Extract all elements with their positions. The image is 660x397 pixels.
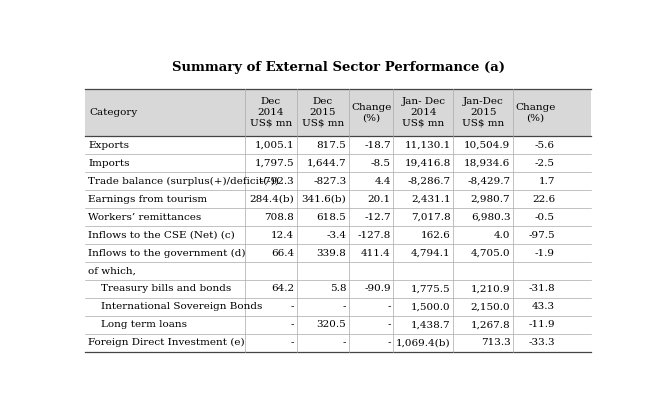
Text: -: - (343, 303, 346, 311)
Bar (85, 226, 591, 244)
Bar (85, 244, 591, 262)
Text: 5.8: 5.8 (330, 284, 346, 293)
Text: Jan-Dec
2015
US$ mn: Jan-Dec 2015 US$ mn (462, 97, 504, 128)
Text: -1.9: -1.9 (535, 249, 555, 258)
Text: 817.5: 817.5 (317, 141, 347, 150)
Text: -: - (387, 338, 391, 347)
Text: 618.5: 618.5 (317, 213, 347, 222)
Text: -792.3: -792.3 (255, 177, 294, 186)
Text: 20.1: 20.1 (368, 195, 391, 204)
Text: 4,794.1: 4,794.1 (411, 249, 451, 258)
Text: -90.9: -90.9 (364, 284, 391, 293)
Text: 341.6(b): 341.6(b) (302, 195, 346, 204)
Text: -: - (387, 320, 391, 330)
Text: Imports: Imports (88, 159, 129, 168)
Text: Treasury bills and bonds: Treasury bills and bonds (88, 284, 232, 293)
Text: 713.3: 713.3 (480, 338, 510, 347)
Text: 7,017.8: 7,017.8 (411, 213, 451, 222)
Text: 10,504.9: 10,504.9 (464, 141, 510, 150)
Text: 1,069.4(b): 1,069.4(b) (396, 338, 451, 347)
Text: 708.8: 708.8 (265, 213, 294, 222)
Text: Long term loans: Long term loans (88, 320, 187, 330)
Text: -33.3: -33.3 (529, 338, 555, 347)
Text: -8,429.7: -8,429.7 (467, 177, 510, 186)
Text: -127.8: -127.8 (358, 231, 391, 239)
Text: 64.2: 64.2 (271, 284, 294, 293)
Text: 1.7: 1.7 (539, 177, 555, 186)
Text: 18,934.6: 18,934.6 (464, 159, 510, 168)
Bar (85, 334, 591, 352)
Text: Exports: Exports (88, 141, 129, 150)
Text: -8.5: -8.5 (371, 159, 391, 168)
Text: -: - (343, 338, 346, 347)
Text: 2,980.7: 2,980.7 (471, 195, 510, 204)
Text: 4,705.0: 4,705.0 (471, 249, 510, 258)
Text: -3.4: -3.4 (326, 231, 347, 239)
Text: 12.4: 12.4 (271, 231, 294, 239)
Text: 284.4(b): 284.4(b) (249, 195, 294, 204)
Text: -5.6: -5.6 (535, 141, 555, 150)
Text: -0.5: -0.5 (535, 213, 555, 222)
Text: -11.9: -11.9 (529, 320, 555, 330)
Text: -2.5: -2.5 (535, 159, 555, 168)
Text: Earnings from tourism: Earnings from tourism (88, 195, 207, 204)
Text: Dec
2015
US$ mn: Dec 2015 US$ mn (302, 97, 344, 128)
Text: Category: Category (89, 108, 137, 117)
Text: -12.7: -12.7 (364, 213, 391, 222)
Text: 1,775.5: 1,775.5 (411, 284, 451, 293)
Text: Workers’ remittances: Workers’ remittances (88, 213, 201, 222)
Text: -18.7: -18.7 (364, 141, 391, 150)
Text: 2,431.1: 2,431.1 (411, 195, 451, 204)
Text: 22.6: 22.6 (532, 195, 555, 204)
Text: 1,438.7: 1,438.7 (411, 320, 451, 330)
Text: 1,210.9: 1,210.9 (471, 284, 510, 293)
Text: of which,: of which, (88, 266, 136, 276)
Text: Jan- Dec
2014
US$ mn: Jan- Dec 2014 US$ mn (401, 97, 446, 128)
Text: Change
(%): Change (%) (515, 103, 556, 122)
Text: -: - (290, 338, 294, 347)
Text: 6,980.3: 6,980.3 (471, 213, 510, 222)
Bar (85, 190, 591, 208)
Text: -: - (290, 320, 294, 330)
Text: 320.5: 320.5 (317, 320, 347, 330)
Text: 411.4: 411.4 (361, 249, 391, 258)
Text: -97.5: -97.5 (529, 231, 555, 239)
Text: 1,005.1: 1,005.1 (255, 141, 294, 150)
Text: Trade balance (surplus(+)/deficit(-)): Trade balance (surplus(+)/deficit(-)) (88, 177, 279, 186)
Bar (85, 262, 591, 280)
Text: 2,150.0: 2,150.0 (471, 303, 510, 311)
Bar (85, 298, 591, 316)
Text: 1,797.5: 1,797.5 (255, 159, 294, 168)
Text: 162.6: 162.6 (421, 231, 451, 239)
Bar (85, 280, 591, 298)
Text: -31.8: -31.8 (529, 284, 555, 293)
Text: Inflows to the government (d): Inflows to the government (d) (88, 249, 246, 258)
Text: Change
(%): Change (%) (351, 103, 391, 122)
Text: 1,644.7: 1,644.7 (307, 159, 347, 168)
Text: -: - (290, 303, 294, 311)
Text: -8,286.7: -8,286.7 (407, 177, 451, 186)
Text: 4.0: 4.0 (494, 231, 510, 239)
Text: -827.3: -827.3 (313, 177, 346, 186)
Text: 4.4: 4.4 (374, 177, 391, 186)
Text: 66.4: 66.4 (271, 249, 294, 258)
Text: 339.8: 339.8 (317, 249, 347, 258)
Text: 11,130.1: 11,130.1 (405, 141, 451, 150)
Bar (85, 172, 591, 190)
Text: Foreign Direct Investment (e): Foreign Direct Investment (e) (88, 338, 245, 347)
Text: Dec
2014
US$ mn: Dec 2014 US$ mn (249, 97, 292, 128)
Text: 1,267.8: 1,267.8 (471, 320, 510, 330)
Bar (85, 316, 591, 334)
Bar (85, 136, 591, 154)
Text: Summary of External Sector Performance (a): Summary of External Sector Performance (… (172, 61, 505, 74)
Text: 19,416.8: 19,416.8 (405, 159, 451, 168)
Text: Inflows to the CSE (Net) (c): Inflows to the CSE (Net) (c) (88, 231, 235, 239)
Bar (85, 208, 591, 226)
Bar (85, 154, 591, 172)
Text: 1,500.0: 1,500.0 (411, 303, 451, 311)
Text: -: - (387, 303, 391, 311)
Text: 43.3: 43.3 (532, 303, 555, 311)
Text: International Sovereign Bonds: International Sovereign Bonds (88, 303, 263, 311)
